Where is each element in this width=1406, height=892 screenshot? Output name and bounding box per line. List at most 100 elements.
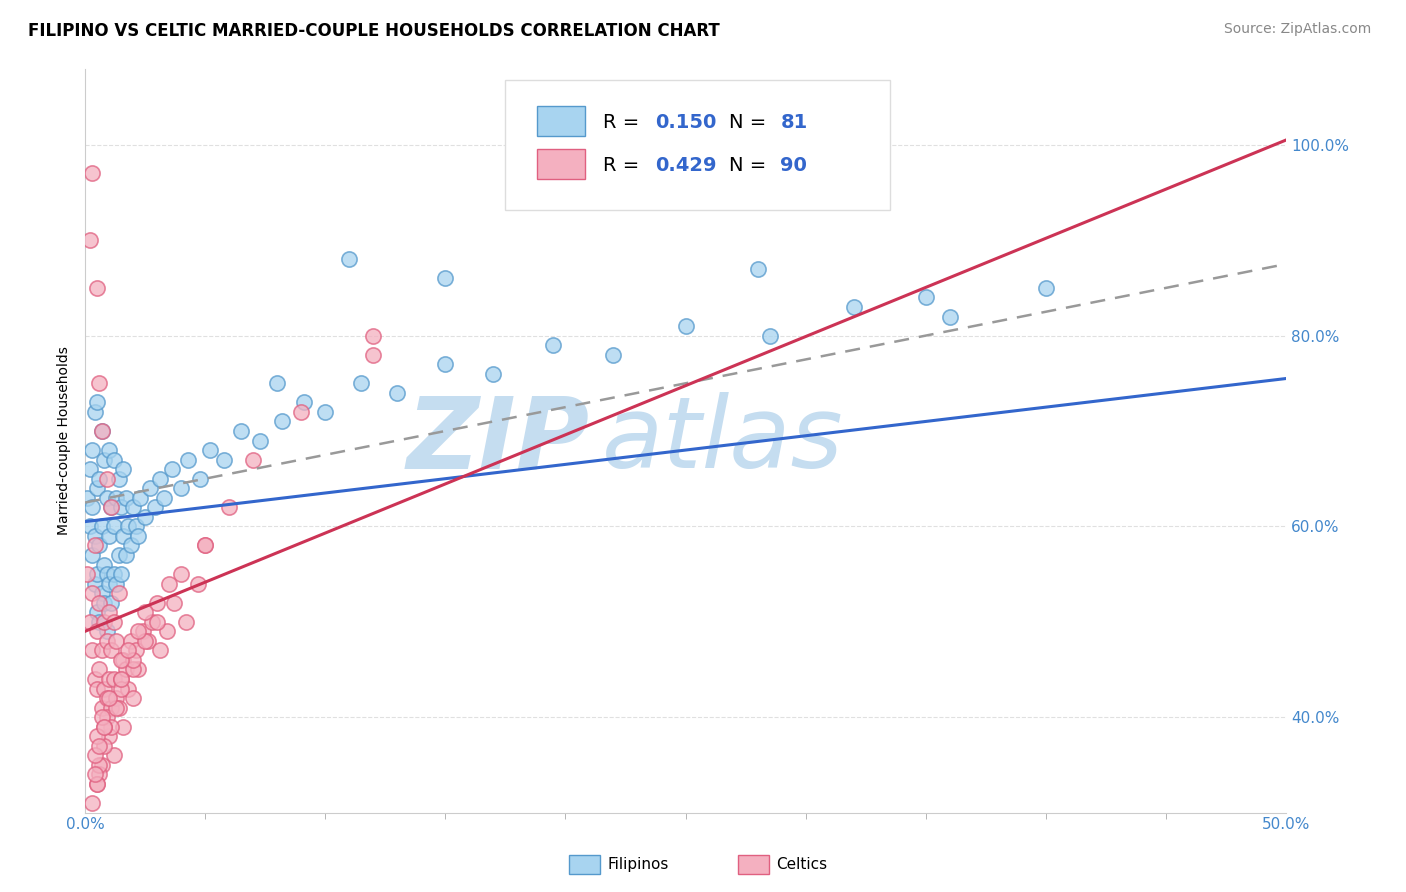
- Text: 81: 81: [780, 113, 807, 132]
- Point: [110, 672, 132, 686]
- Point: [96, 633, 118, 648]
- Point: [146, 615, 169, 629]
- Point: [105, 576, 128, 591]
- Point: [98, 443, 121, 458]
- Point: [103, 452, 125, 467]
- Point: [79, 615, 101, 629]
- Point: [89, 757, 111, 772]
- Point: [1035, 281, 1057, 295]
- Text: atlas: atlas: [602, 392, 844, 489]
- Point: [160, 462, 183, 476]
- Point: [90, 700, 112, 714]
- Point: [76, 567, 98, 582]
- Point: [314, 405, 336, 419]
- Point: [107, 548, 129, 562]
- Point: [174, 615, 197, 629]
- Point: [86, 395, 108, 409]
- Point: [89, 767, 111, 781]
- Text: N =: N =: [728, 113, 772, 132]
- Point: [105, 700, 128, 714]
- Point: [86, 481, 108, 495]
- Point: [82, 548, 104, 562]
- Point: [93, 596, 115, 610]
- Point: [214, 452, 236, 467]
- Point: [124, 519, 146, 533]
- Point: [134, 633, 156, 648]
- Point: [89, 376, 111, 391]
- Point: [98, 529, 121, 543]
- Point: [117, 681, 139, 696]
- Point: [100, 720, 122, 734]
- Point: [89, 538, 111, 552]
- Point: [90, 586, 112, 600]
- Point: [115, 663, 138, 677]
- Point: [79, 462, 101, 476]
- Point: [194, 538, 217, 552]
- Point: [100, 643, 122, 657]
- Point: [100, 596, 122, 610]
- Point: [112, 462, 135, 476]
- Point: [148, 643, 170, 657]
- Point: [90, 710, 112, 724]
- Point: [747, 261, 769, 276]
- Point: [143, 500, 166, 515]
- Point: [350, 376, 373, 391]
- Point: [136, 633, 159, 648]
- Point: [98, 672, 121, 686]
- Point: [675, 319, 697, 334]
- Point: [76, 491, 98, 505]
- Point: [271, 414, 294, 428]
- Point: [86, 777, 108, 791]
- Point: [93, 720, 115, 734]
- FancyBboxPatch shape: [537, 149, 585, 178]
- Point: [89, 596, 111, 610]
- Point: [93, 558, 115, 572]
- Point: [107, 472, 129, 486]
- Point: [103, 748, 125, 763]
- Point: [79, 519, 101, 533]
- Point: [115, 548, 138, 562]
- Point: [96, 710, 118, 724]
- Text: R =: R =: [603, 156, 645, 175]
- Point: [96, 491, 118, 505]
- Point: [90, 519, 112, 533]
- Point: [100, 500, 122, 515]
- Point: [122, 691, 145, 706]
- Point: [98, 576, 121, 591]
- Point: [361, 348, 384, 362]
- Point: [194, 538, 217, 552]
- Point: [434, 357, 457, 371]
- Point: [83, 529, 105, 543]
- Point: [105, 691, 128, 706]
- Point: [117, 643, 139, 657]
- Point: [134, 605, 156, 619]
- Point: [122, 500, 145, 515]
- Text: Filipinos: Filipinos: [607, 857, 669, 871]
- Point: [337, 252, 360, 267]
- Point: [105, 491, 128, 505]
- Point: [90, 757, 112, 772]
- Point: [98, 605, 121, 619]
- Point: [153, 491, 176, 505]
- Point: [110, 500, 132, 515]
- FancyBboxPatch shape: [505, 79, 890, 210]
- Point: [98, 691, 121, 706]
- Point: [141, 615, 163, 629]
- Point: [266, 376, 288, 391]
- Point: [120, 633, 142, 648]
- Point: [124, 643, 146, 657]
- Point: [122, 663, 145, 677]
- Point: [146, 596, 169, 610]
- Point: [86, 777, 108, 791]
- Point: [89, 739, 111, 753]
- Point: [115, 491, 138, 505]
- Point: [122, 653, 145, 667]
- Point: [86, 281, 108, 295]
- Point: [93, 720, 115, 734]
- Text: R =: R =: [603, 113, 645, 132]
- Point: [82, 643, 104, 657]
- Point: [482, 367, 505, 381]
- Text: FILIPINO VS CELTIC MARRIED-COUPLE HOUSEHOLDS CORRELATION CHART: FILIPINO VS CELTIC MARRIED-COUPLE HOUSEH…: [28, 22, 720, 40]
- Point: [83, 748, 105, 763]
- Point: [163, 596, 186, 610]
